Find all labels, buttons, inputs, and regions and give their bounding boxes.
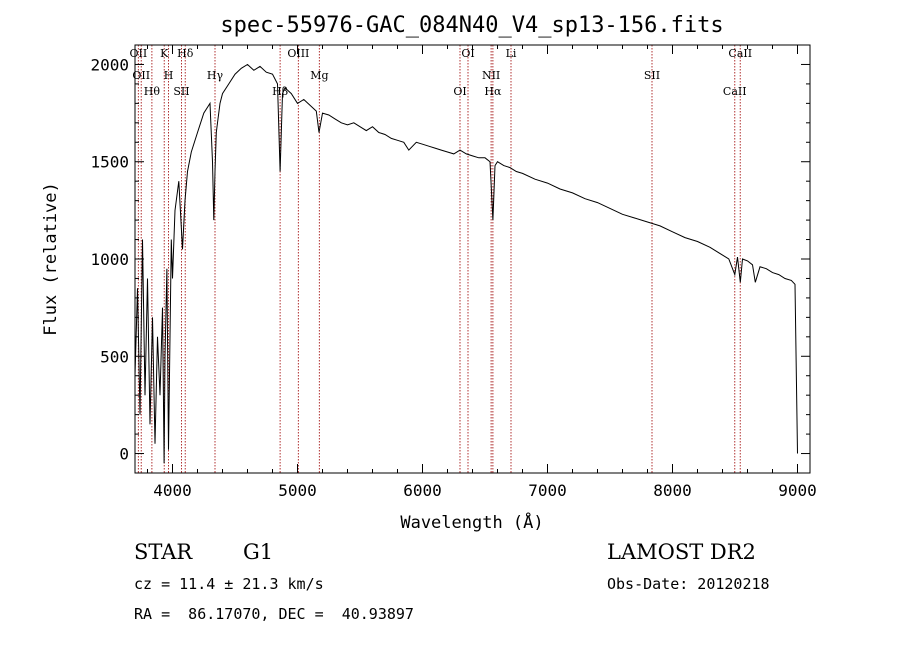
x-tick-label: 8000 [653,481,692,500]
y-tick-label: 500 [100,347,129,366]
spectral-line-label: CaII [728,47,752,60]
spectral-line-markers [137,45,741,473]
spectral-line-label: H [164,69,174,82]
x-axis-ticks: 4000 5000 6000 7000 8000 9000 [147,45,817,500]
spectral-line-label: OII [130,47,148,60]
x-tick-label: 5000 [278,481,317,500]
obs-date-label: Obs-Date: 20120218 [607,575,770,593]
spectral-line-label: OI [453,85,466,98]
x-axis-label: Wavelength (Å) [400,511,543,533]
y-tick-label: 1500 [90,153,129,172]
spectral-line-label: Hγ [207,69,224,82]
x-tick-label: 4000 [153,481,192,500]
spectrum-series-line [134,63,798,464]
spectral-line-label: OII [132,69,150,82]
spectral-line-label: SII [644,69,660,82]
x-tick-label: 9000 [778,481,817,500]
subclass-label: G1 [243,540,274,564]
spectral-line-label: Hθ [144,85,161,98]
chart-title: spec-55976-GAC_084N40_V4_sp13-156.fits [220,13,723,38]
spectral-line-label: Mg [310,69,328,82]
spectral-line-label: NII [482,69,500,82]
plot-frame [134,44,811,474]
spectral-line-label: Hβ [272,85,288,98]
spectral-line-label: CaII [723,85,747,98]
object-type-label: STAR [134,540,193,564]
spectral-line-label: OIII [287,47,309,60]
y-tick-label: 2000 [90,55,129,74]
coordinates-label: RA = 86.17070, DEC = 40.93897 [134,605,414,623]
spectral-line-label: K [160,47,169,60]
y-tick-label: 0 [119,445,129,464]
spectral-line-label: SII [173,85,189,98]
y-tick-label: 1000 [90,250,129,269]
spectral-line-label: OI [461,47,474,60]
spectral-line-label: Li [506,47,517,60]
redshift-label: cz = 11.4 ± 21.3 km/s [134,575,324,593]
y-axis-label: Flux (relative) [41,182,61,336]
y-axis-ticks: 0 500 1000 1500 2000 [90,55,810,464]
survey-label: LAMOST DR2 [607,540,756,564]
x-tick-label: 6000 [403,481,442,500]
spectral-line-label: Hα [484,85,502,98]
x-tick-label: 7000 [528,481,567,500]
spectral-line-label: Hδ [177,47,194,60]
